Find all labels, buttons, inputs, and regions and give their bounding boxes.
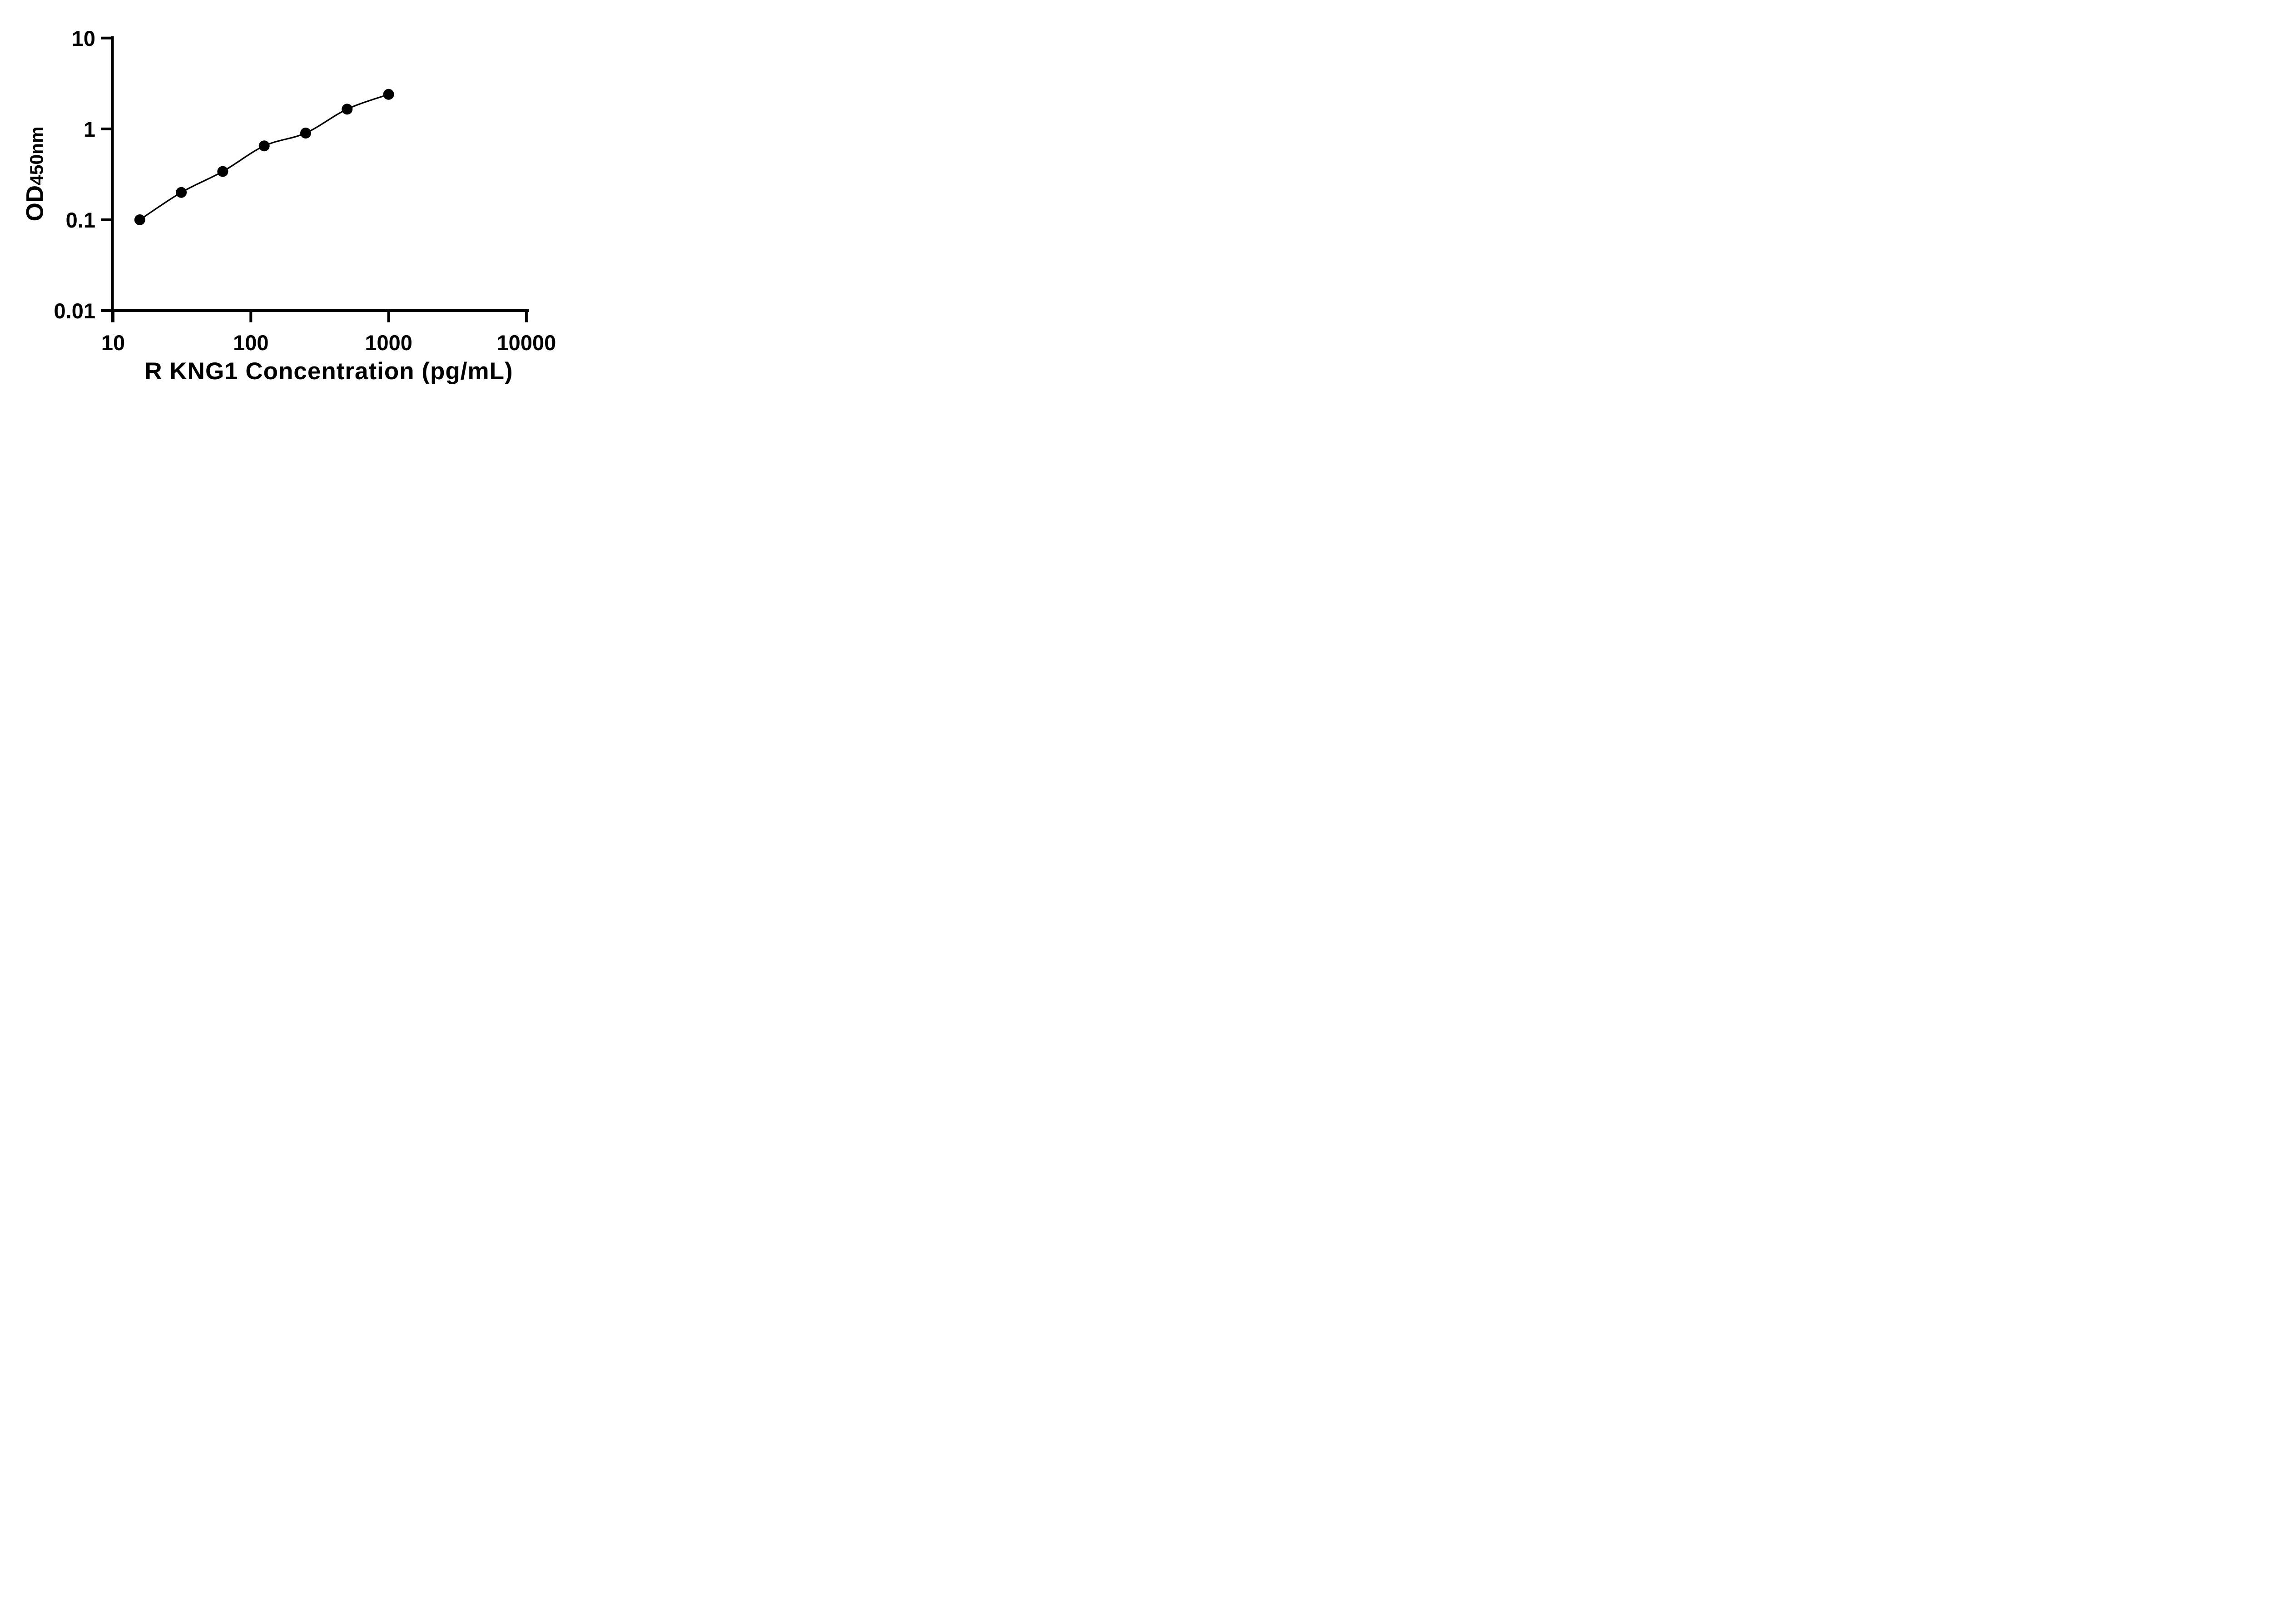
y-tick-label: 10: [72, 26, 95, 50]
elisa-standard-curve-figure: 10 1 0.1 0.01 10 100 1000 10000 OD450nm R KNG1 …: [0, 0, 584, 406]
y-axis-title: OD450nm: [21, 126, 49, 222]
data-point-marker: [383, 89, 394, 100]
y-tick-label: 1: [84, 117, 95, 141]
y-axis-title-subscript: 450nm: [26, 126, 47, 185]
data-point-marker: [342, 104, 353, 115]
y-axis-title-main: OD: [21, 185, 49, 222]
x-tick-label: 10000: [497, 331, 556, 355]
x-tick-label: 100: [233, 331, 268, 355]
standard-curve-line: [139, 94, 389, 221]
x-axis-title: R KNG1 Concentration (pg/mL): [144, 358, 513, 385]
x-tick-label: 1000: [365, 331, 412, 355]
y-tick-label: 0.01: [54, 299, 95, 323]
data-point-marker: [300, 128, 311, 139]
data-point-marker: [258, 140, 270, 152]
y-tick-label: 0.1: [66, 208, 95, 232]
data-point-marker: [217, 166, 228, 177]
data-point-marker: [176, 187, 187, 198]
x-tick-label: 10: [101, 331, 125, 355]
data-point-marker: [134, 214, 145, 225]
